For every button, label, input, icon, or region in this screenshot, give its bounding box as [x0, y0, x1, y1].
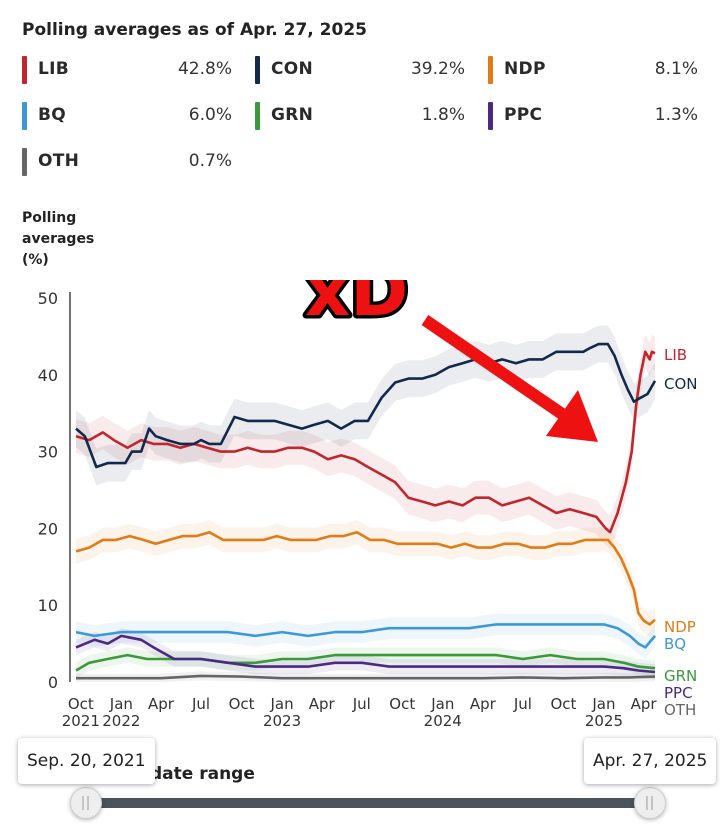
y-tick-label: 40 [38, 366, 58, 385]
summary-item-ppc: PPC 1.3% [488, 102, 700, 132]
band-con [76, 325, 655, 486]
x-tick-label: Oct [550, 695, 576, 713]
x-tick-label: Apr [631, 695, 658, 713]
summary-item-lib: LIB 42.8% [22, 56, 234, 86]
party-value: 6.0% [188, 105, 232, 125]
summary-item-con: CON 39.2% [255, 56, 467, 86]
party-name: BQ [38, 105, 67, 125]
series-line-lib [75, 350, 656, 534]
y-tick-label: 50 [38, 289, 58, 308]
party-color-swatch [22, 56, 27, 84]
x-tick-year-label: 2025 [585, 712, 623, 730]
party-name: PPC [504, 105, 543, 125]
party-name: LIB [38, 59, 70, 79]
annotation-arrow-shaft [421, 315, 569, 421]
party-value: 8.1% [654, 59, 698, 79]
series-line-grn [75, 653, 656, 672]
end-label-bq: BQ [664, 635, 686, 653]
range-start-chip: Sep. 20, 2021 [18, 738, 155, 784]
party-value: 39.2% [410, 59, 465, 79]
summary-item-grn: GRN 1.8% [255, 102, 467, 132]
x-tick-year-label: 2021 [62, 712, 100, 730]
party-color-swatch [255, 56, 260, 84]
x-tick-year-label: 2024 [424, 712, 462, 730]
x-tick-label: Oct [229, 695, 255, 713]
party-color-swatch [488, 102, 493, 130]
party-color-swatch [488, 56, 493, 84]
party-color-swatch [22, 148, 27, 176]
date-range-label: date range [150, 764, 255, 784]
party-name: OTH [38, 151, 80, 171]
series-line-ppc [75, 634, 656, 674]
end-label-lib: LIB [664, 346, 687, 364]
x-tick-label: Jul [191, 695, 210, 713]
annotation-xd-text: xD [305, 280, 408, 332]
series-line-bq [75, 623, 656, 649]
end-label-ppc: PPC [664, 684, 693, 702]
y-tick-label: 30 [38, 443, 58, 462]
band-grn [76, 647, 655, 679]
annotation-arrow-head [546, 390, 598, 442]
x-tick-label: Jul [352, 695, 371, 713]
party-value: 42.8% [177, 59, 232, 79]
summary-item-ndp: NDP 8.1% [488, 56, 700, 86]
range-start-handle[interactable] [70, 787, 102, 819]
x-tick-label: Oct [68, 695, 94, 713]
y-tick-label: 10 [38, 596, 58, 615]
range-end-chip: Apr. 27, 2025 [584, 738, 717, 784]
series-line-ndp [75, 530, 656, 626]
end-label-ndp: NDP [664, 618, 696, 636]
x-tick-year-label: 2023 [263, 712, 301, 730]
series-line-oth [76, 674, 656, 680]
band-oth [76, 671, 655, 682]
summary-item-oth: OTH 0.7% [22, 148, 234, 178]
party-color-swatch [22, 102, 27, 130]
y-tick-label: 0 [48, 673, 58, 692]
party-value: 1.3% [654, 105, 698, 125]
x-tick-label: Jan [269, 695, 293, 713]
x-tick-year-label: 2022 [102, 712, 140, 730]
x-tick-label: Apr [148, 695, 175, 713]
y-axis-label: Polling averages (%) [22, 210, 95, 268]
x-tick-label: Jan [591, 695, 615, 713]
x-tick-label: Apr [309, 695, 336, 713]
date-range-track[interactable] [84, 798, 652, 808]
party-name: GRN [271, 105, 314, 125]
end-label-grn: GRN [664, 667, 697, 685]
party-color-swatch [255, 102, 260, 130]
party-value: 0.7% [188, 151, 232, 171]
y-tick-label: 20 [38, 519, 58, 538]
party-name: CON [271, 59, 314, 79]
x-tick-label: Jul [513, 695, 532, 713]
party-name: NDP [504, 59, 546, 79]
chart-title: Polling averages as of Apr. 27, 2025 [22, 20, 367, 40]
end-label-con: CON [664, 375, 698, 393]
series-line-con [75, 342, 657, 469]
end-label-oth: OTH [664, 701, 696, 719]
band-lib [76, 334, 655, 550]
band-ndp [76, 520, 655, 637]
x-tick-label: Jan [430, 695, 454, 713]
party-value: 1.8% [421, 105, 465, 125]
x-tick-label: Oct [389, 695, 415, 713]
range-end-handle[interactable] [634, 787, 666, 819]
x-tick-label: Apr [470, 695, 497, 713]
summary-item-bq: BQ 6.0% [22, 102, 234, 132]
x-tick-label: Jan [109, 695, 133, 713]
